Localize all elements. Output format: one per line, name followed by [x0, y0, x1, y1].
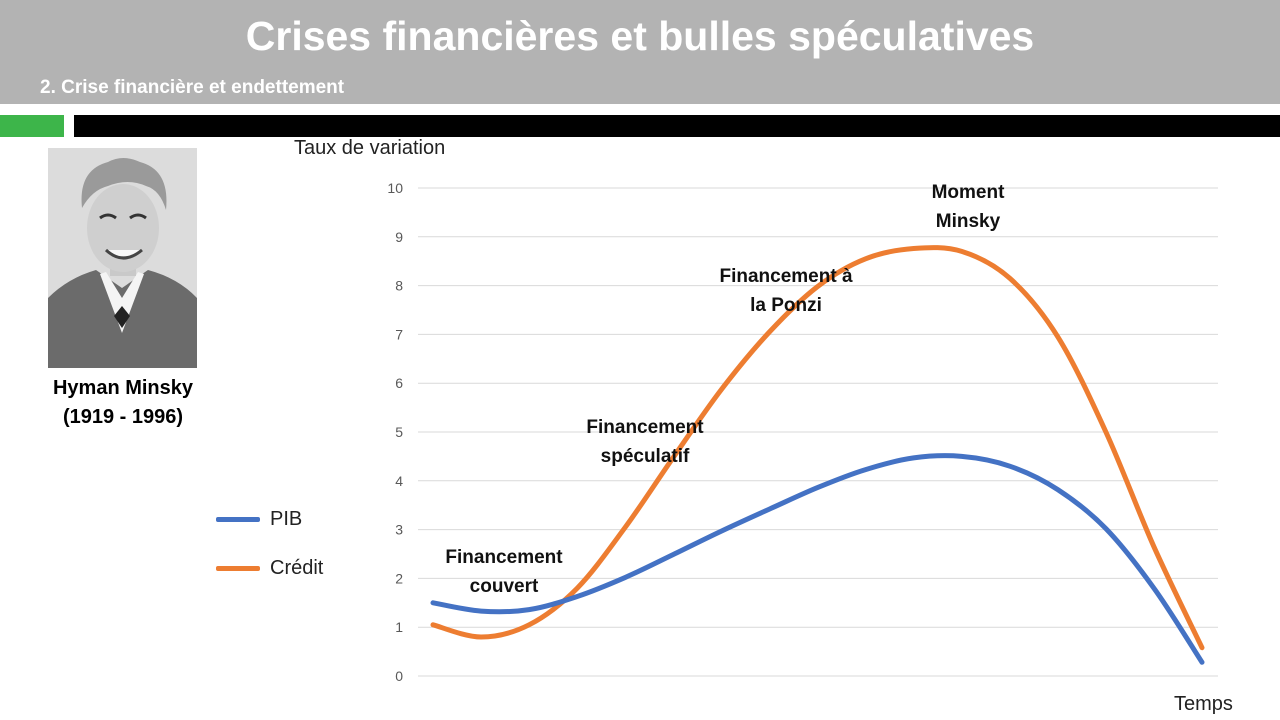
y-tick-label-6: 6 [395, 375, 403, 391]
y-tick-label-10: 10 [387, 180, 403, 196]
annotation-financement-ponzi: Financement à la Ponzi [719, 266, 853, 316]
series-layer [430, 245, 1205, 665]
page-title: Crises financières et bulles spéculative… [245, 13, 1035, 59]
page-subtitle: 2. Crise financière et endettement [40, 77, 345, 98]
y-tick-label-2: 2 [395, 570, 403, 586]
y-tick-label-4: 4 [395, 473, 403, 489]
grid-layer: 0 1 2 3 4 5 6 7 8 9 10 [387, 180, 1218, 684]
portrait-caption: Hyman Minsky (1919 - 1996) [40, 374, 206, 432]
y-tick-label-1: 1 [395, 619, 403, 635]
portrait-photo [48, 148, 197, 368]
header-banner: Crises financières et bulles spéculative… [0, 0, 1280, 104]
legend-swatch-credit [216, 566, 260, 571]
y-tick-label-0: 0 [395, 668, 403, 684]
series-line-cr-dit [430, 245, 1205, 651]
y-tick-label-8: 8 [395, 278, 403, 294]
y-tick-label-7: 7 [395, 326, 403, 342]
accent-bar-black [74, 115, 1280, 137]
y-tick-label-9: 9 [395, 229, 403, 245]
y-axis-title: Taux de variation [294, 137, 446, 159]
legend-swatch-pib [216, 517, 260, 522]
annotation-moment-minsky: Moment Minsky [931, 182, 1005, 232]
y-tick-label-3: 3 [395, 522, 403, 538]
annotation-financement-speculatif: Financement spéculatif [586, 417, 704, 467]
annotation-financement-couvert: Financement couvert [445, 547, 563, 597]
x-axis-title: Temps [1174, 693, 1233, 715]
portrait-years: (1919 - 1996) [62, 406, 184, 428]
y-tick-label-5: 5 [395, 424, 403, 440]
portrait-name: Hyman Minsky [52, 377, 194, 399]
legend-label-credit: Crédit [270, 557, 324, 579]
accent-bar-green [0, 115, 64, 137]
portrait-illustration [48, 148, 197, 368]
legend-label-pib: PIB [270, 508, 303, 530]
series-line-pib [430, 453, 1205, 665]
